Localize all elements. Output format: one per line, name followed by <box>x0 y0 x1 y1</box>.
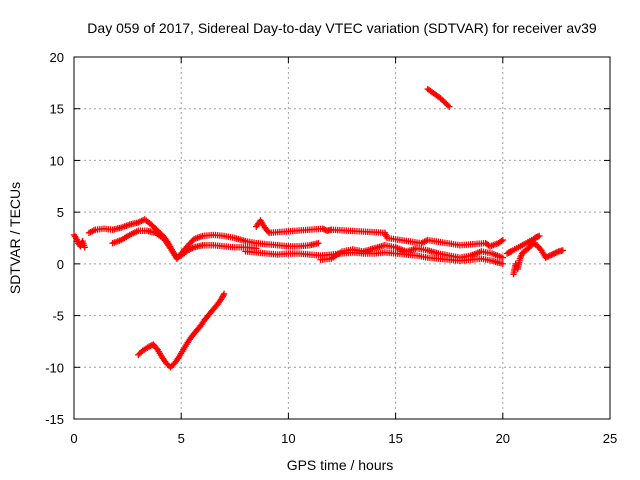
data-point <box>498 237 505 245</box>
data-point <box>503 250 511 257</box>
data-point <box>508 248 515 255</box>
axis-ticks <box>73 56 611 420</box>
data-point <box>505 249 512 257</box>
data-point <box>551 250 558 257</box>
x-tick-label: 25 <box>603 431 617 446</box>
x-axis-title: GPS time / hours <box>287 457 394 473</box>
data-point <box>499 254 506 261</box>
y-tick-label: 15 <box>50 102 64 117</box>
data-point <box>319 225 326 232</box>
x-tick-label: 0 <box>70 431 77 446</box>
data-points <box>70 85 567 371</box>
data-point <box>499 260 506 268</box>
data-point <box>315 239 322 247</box>
x-tick-label: 20 <box>496 431 510 446</box>
data-point <box>499 236 506 244</box>
x-tick-label: 10 <box>281 431 295 446</box>
y-axis-title: SDTVAR / TECUs <box>7 182 23 294</box>
y-tick-label: 10 <box>50 153 64 168</box>
data-point <box>549 251 557 258</box>
y-tick-label: 0 <box>57 257 64 272</box>
data-point <box>320 226 328 233</box>
y-tick-label: 20 <box>50 50 64 65</box>
chart-title: Day 059 of 2017, Sidereal Day-to-day VTE… <box>87 20 597 36</box>
y-tick-label: -15 <box>45 412 64 427</box>
x-tick-labels: 0 5 10 15 20 25 <box>70 431 617 446</box>
data-point <box>545 253 552 260</box>
y-tick-label: -5 <box>52 309 64 324</box>
y-tick-labels: -15 -10 -5 0 5 10 15 20 <box>45 50 64 427</box>
data-point <box>548 251 555 259</box>
y-tick-label: -10 <box>45 360 64 375</box>
grid-lines <box>74 57 610 419</box>
data-point <box>446 103 453 110</box>
y-tick-label: 5 <box>57 205 64 220</box>
data-point <box>531 240 538 248</box>
x-tick-label: 5 <box>178 431 185 446</box>
data-point <box>81 244 88 251</box>
data-point <box>553 248 561 256</box>
data-point <box>145 343 153 350</box>
data-point <box>543 253 551 261</box>
x-tick-label: 15 <box>388 431 402 446</box>
data-point <box>559 247 567 254</box>
data-point <box>552 249 559 257</box>
data-point <box>506 248 514 256</box>
data-point <box>542 254 549 261</box>
data-point <box>546 252 554 259</box>
data-point <box>220 290 228 298</box>
data-point <box>444 102 451 109</box>
data-point <box>264 228 272 235</box>
data-point <box>220 292 227 299</box>
